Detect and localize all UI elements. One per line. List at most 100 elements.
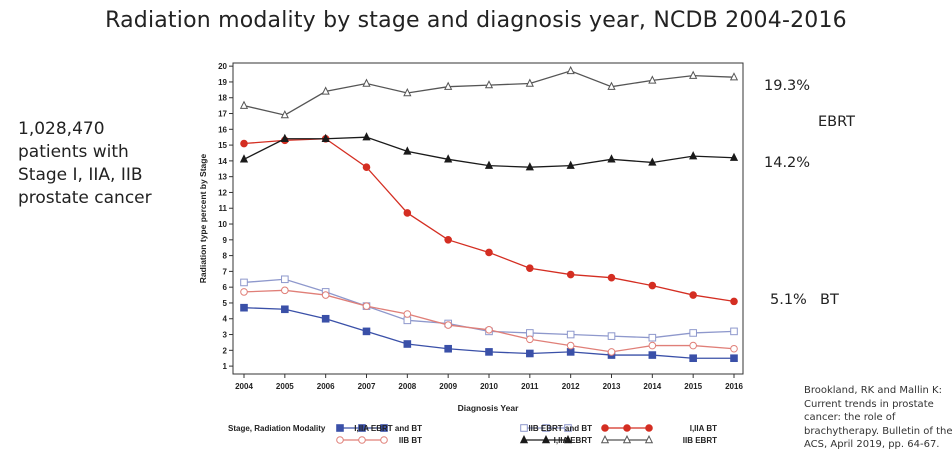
x-tick-label: 2010 — [480, 382, 498, 391]
point-marker — [564, 424, 572, 432]
point-marker — [730, 354, 738, 363]
point-marker — [484, 80, 494, 89]
y-tick-label: 13 — [218, 173, 227, 182]
x-tick-label: 2015 — [684, 382, 702, 391]
point-marker — [563, 434, 573, 444]
point-marker — [485, 348, 493, 356]
point-marker — [644, 434, 654, 444]
point-marker — [689, 291, 697, 299]
point-marker — [321, 314, 330, 323]
point-marker — [622, 434, 632, 444]
legend-item: I,IIA EBRT — [519, 434, 592, 445]
point-marker — [520, 424, 528, 432]
point-marker — [566, 330, 575, 339]
point-marker — [648, 75, 657, 84]
citation-line: Current trends in prostate — [804, 398, 934, 410]
x-tick-label: 2009 — [439, 382, 457, 391]
citation-line: Brookland, RK and Mallin K: — [804, 385, 942, 396]
y-tick-label: 2 — [223, 346, 228, 355]
point-marker — [525, 78, 534, 87]
ebrt-label: EBRT — [818, 114, 855, 130]
point-marker — [729, 152, 739, 161]
y-axis-title: Radiation type percent by Stage — [198, 154, 208, 284]
point-marker — [362, 302, 371, 310]
x-tick-label: 2016 — [725, 382, 743, 391]
point-marker — [648, 351, 657, 359]
point-marker — [526, 335, 534, 344]
point-marker — [729, 72, 739, 81]
point-marker — [607, 348, 616, 356]
legend-label: I,IIA EBRT — [554, 436, 592, 445]
point-marker — [403, 87, 412, 97]
point-marker — [730, 297, 738, 306]
point-marker — [566, 65, 575, 75]
plot-frame — [232, 62, 744, 375]
point-marker — [280, 110, 289, 119]
point-marker — [519, 434, 529, 444]
citation-line: cancer: the role of — [804, 412, 896, 423]
point-marker — [240, 278, 248, 287]
point-marker — [730, 327, 738, 336]
legend-label: IIB EBRT and BT — [528, 424, 592, 433]
point-marker — [444, 321, 452, 329]
point-marker — [566, 270, 575, 279]
slide-title: Radiation modality by stage and diagnosi… — [105, 8, 847, 33]
point-marker — [689, 354, 697, 363]
note-line: Stage I, IIA, IIB — [18, 165, 143, 185]
series-i-iia-ebrt-and-bt — [240, 303, 738, 363]
point-marker — [444, 344, 452, 353]
y-tick-label: 7 — [223, 267, 228, 276]
citation-line: brachytherapy. Bulletin of the — [804, 425, 952, 437]
y-tick-label: 6 — [223, 283, 228, 292]
patient-count-note: 1,028,470 patients with Stage I, IIA, II… — [18, 118, 198, 210]
point-marker — [358, 424, 366, 432]
point-marker — [281, 275, 289, 284]
point-marker — [240, 139, 248, 148]
x-tick-label: 2014 — [643, 382, 661, 391]
point-marker — [321, 86, 330, 95]
y-tick-label: 12 — [218, 188, 227, 197]
point-marker — [444, 154, 453, 163]
series-line — [243, 70, 735, 116]
point-marker — [648, 341, 657, 350]
point-marker — [645, 424, 653, 432]
y-tick-label: 5 — [223, 299, 228, 308]
point-marker — [566, 160, 575, 169]
point-marker — [484, 160, 494, 169]
y-tick-label: 19 — [218, 78, 227, 87]
point-marker — [358, 436, 366, 444]
point-marker — [689, 329, 697, 337]
y-tick-label: 8 — [223, 252, 228, 261]
legend-label: I,IIA EBRT and BT — [354, 424, 422, 433]
series-iib-bt — [240, 286, 738, 356]
point-marker — [730, 344, 738, 353]
point-marker — [336, 424, 344, 432]
point-marker — [689, 70, 698, 79]
point-marker — [444, 81, 453, 90]
ebrt-bottom-value: 14.2% — [764, 155, 811, 171]
legend-item: IIB EBRT — [600, 434, 717, 445]
point-marker — [362, 327, 371, 336]
x-tick-label: 2013 — [603, 382, 621, 391]
point-marker — [648, 333, 657, 342]
point-marker — [566, 348, 575, 356]
point-marker — [403, 310, 412, 318]
y-tick-label: 9 — [223, 236, 228, 245]
point-marker — [689, 151, 698, 160]
y-tick-label: 17 — [218, 110, 227, 119]
point-marker — [336, 436, 344, 444]
point-marker — [240, 303, 248, 312]
note-line: patients with — [18, 142, 129, 162]
series-line — [243, 289, 735, 353]
y-tick-label: 3 — [223, 331, 228, 340]
y-tick-label: 14 — [218, 157, 227, 166]
point-marker — [281, 305, 289, 314]
legend-title: Stage, Radiation Modality — [228, 424, 326, 433]
point-marker — [607, 154, 616, 163]
legend-item: I,IIA EBRT and BT — [336, 424, 422, 433]
bt-label: BT — [820, 292, 839, 308]
point-marker — [362, 78, 371, 87]
legend-label: I,IIA BT — [690, 424, 717, 433]
point-marker — [403, 209, 412, 217]
